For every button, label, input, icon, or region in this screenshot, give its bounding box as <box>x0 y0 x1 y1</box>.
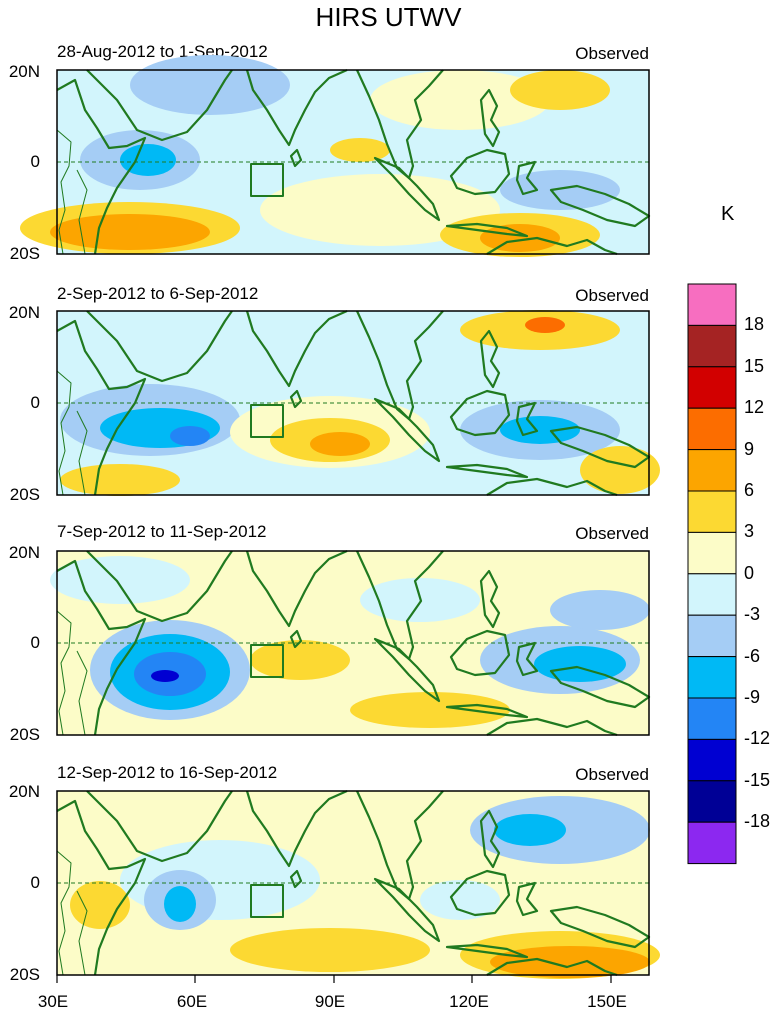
lon-30e: 30E <box>37 992 69 1011</box>
colorbar-swatch <box>687 573 737 616</box>
colorbar-label: -6 <box>744 645 761 666</box>
colorbar-label: -9 <box>744 687 761 707</box>
panel-2-date: 2-Sep-2012 to 6-Sep-2012 <box>57 284 259 303</box>
colorbar-swatch <box>687 780 737 823</box>
p1-lat-20s: 20S <box>9 244 40 263</box>
colorbar-swatch <box>687 738 737 782</box>
colorbar-label: 3 <box>744 521 755 542</box>
p3-lat-20s: 20S <box>9 725 40 744</box>
lon-60e: 60E <box>176 992 208 1011</box>
p1-lat-0: 0 <box>30 152 40 171</box>
colorbar-label: 9 <box>744 438 755 459</box>
x-axis-ticks <box>56 975 612 983</box>
p4-lat-0: 0 <box>30 873 40 892</box>
panel-4-date: 12-Sep-2012 to 16-Sep-2012 <box>57 763 278 782</box>
colorbar-label: -15 <box>744 769 771 790</box>
p4-lat-20n: 20N <box>8 782 40 801</box>
panel-3-map <box>50 549 651 737</box>
colorbar <box>687 283 737 865</box>
lon-90e: 90E <box>314 992 346 1011</box>
colorbar-label: -18 <box>744 811 771 832</box>
chart-title: HIRS UTWV <box>315 2 462 32</box>
colorbar-label: 15 <box>744 355 765 376</box>
lon-150e: 150E <box>587 992 627 1011</box>
p1-lat-20n: 20N <box>8 62 40 81</box>
colorbar-swatch <box>687 407 737 451</box>
colorbar-label: -12 <box>744 728 771 749</box>
p3-lat-0: 0 <box>30 633 40 652</box>
colorbar-unit: K <box>721 203 735 225</box>
p4-lat-20s: 20S <box>9 965 40 984</box>
lon-120e: 120E <box>449 992 489 1011</box>
colorbar-swatch <box>687 656 737 699</box>
colorbar-swatch <box>687 614 737 658</box>
colorbar-swatch <box>687 283 737 326</box>
p2-lat-20s: 20S <box>9 485 40 504</box>
colorbar-label: 0 <box>744 562 755 583</box>
panel-3-date: 7-Sep-2012 to 11-Sep-2012 <box>57 522 267 541</box>
panel-2-tag: Observed <box>575 286 649 305</box>
panel-1-map <box>20 55 651 257</box>
p2-lat-0: 0 <box>30 393 40 412</box>
colorbar-label: 18 <box>744 314 765 335</box>
panel-3-tag: Observed <box>575 524 649 543</box>
colorbar-label: -3 <box>744 604 761 625</box>
panel-4-map <box>55 789 660 979</box>
colorbar-swatch <box>687 449 737 492</box>
colorbar-swatch <box>687 531 737 575</box>
colorbar-label: 12 <box>744 397 765 418</box>
colorbar-label: 6 <box>744 480 755 500</box>
colorbar-swatch <box>687 366 737 409</box>
p2-lat-20n: 20N <box>8 303 40 322</box>
colorbar-swatch <box>687 324 737 368</box>
p3-lat-20n: 20N <box>8 543 40 562</box>
colorbar-swatch <box>687 697 737 740</box>
panel-2-map <box>55 309 660 497</box>
panel-1-tag: Observed <box>575 44 649 63</box>
colorbar-swatch <box>687 821 737 865</box>
panel-4-tag: Observed <box>575 765 649 784</box>
colorbar-swatch <box>687 490 737 533</box>
